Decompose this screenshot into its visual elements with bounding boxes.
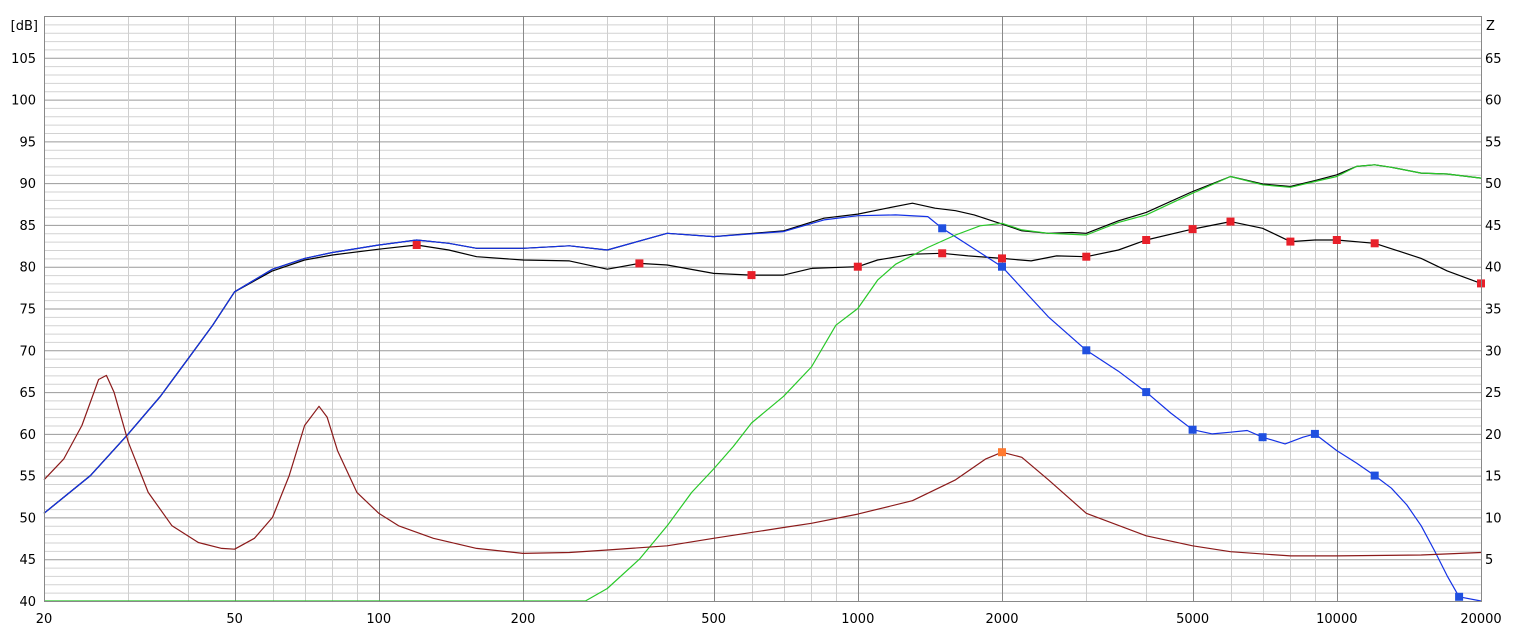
data-point-marker-sum-off-axis bbox=[412, 241, 421, 249]
data-point-marker-sum-off-axis bbox=[1142, 236, 1151, 244]
x-tick-label: 1000 bbox=[841, 612, 874, 627]
x-tick-label: 20000 bbox=[1460, 612, 1501, 627]
y-right-tick-label: 25 bbox=[1485, 386, 1502, 401]
y-right-tick-label: 50 bbox=[1485, 177, 1502, 192]
x-tick-label: 50 bbox=[226, 612, 243, 627]
y-right-tick-label: 65 bbox=[1485, 52, 1502, 67]
series-line-sum-off-axis bbox=[43, 221, 1482, 514]
y-left-tick-label: 90 bbox=[19, 177, 36, 192]
y-left-tick-label: 105 bbox=[11, 52, 36, 67]
data-point-marker-sum-off-axis bbox=[853, 262, 862, 271]
data-point-marker-woofer bbox=[1310, 429, 1319, 438]
y-right-tick-label: 60 bbox=[1485, 94, 1502, 109]
y-left-tick-label: 85 bbox=[19, 219, 36, 234]
y-right-tick-label: 15 bbox=[1485, 470, 1502, 485]
data-point-marker-sum-off-axis bbox=[1370, 239, 1379, 248]
x-tick-label: 5000 bbox=[1176, 612, 1209, 627]
series-line-woofer bbox=[43, 214, 1482, 602]
y-left-tick-label: 95 bbox=[19, 135, 36, 150]
x-tick-label: 2000 bbox=[985, 612, 1018, 627]
x-tick-label: 100 bbox=[366, 612, 391, 627]
data-point-marker-sum-off-axis bbox=[635, 259, 644, 268]
data-point-marker-woofer bbox=[1258, 433, 1267, 442]
y-left-tick-label: 40 bbox=[19, 595, 36, 610]
data-point-marker-sum-off-axis bbox=[1188, 225, 1197, 234]
data-point-marker-sum-off-axis bbox=[747, 271, 756, 280]
data-point-marker-sum-off-axis bbox=[1286, 237, 1295, 246]
y-left-tick-label: 55 bbox=[19, 470, 36, 485]
x-tick-label: 200 bbox=[511, 612, 536, 627]
series-line-impedance bbox=[43, 374, 1482, 557]
data-point-marker-woofer bbox=[938, 224, 947, 233]
data-point-marker-sum-off-axis bbox=[938, 249, 947, 258]
y-left-tick-label: 80 bbox=[19, 261, 36, 276]
data-point-marker-sum-off-axis bbox=[1332, 236, 1341, 244]
y-left-tick-label: 60 bbox=[19, 428, 36, 443]
y-left-tick-label: 70 bbox=[19, 344, 36, 359]
data-point-marker-woofer bbox=[1455, 592, 1464, 601]
x-tick-label: 20 bbox=[36, 612, 53, 627]
y-right-tick-label: 10 bbox=[1485, 511, 1502, 526]
data-point-marker-sum-off-axis bbox=[1082, 252, 1091, 261]
data-point-marker-woofer bbox=[1142, 388, 1151, 397]
data-point-marker-sum-off-axis bbox=[998, 254, 1006, 263]
y-left-tick-label: 100 bbox=[11, 94, 36, 109]
x-tick-label: 10000 bbox=[1316, 612, 1357, 627]
data-point-marker-woofer bbox=[1082, 346, 1091, 355]
y-right-axis-label: Z bbox=[1486, 19, 1495, 34]
y-left-tick-label: 75 bbox=[19, 303, 36, 318]
y-right-tick-label: 5 bbox=[1485, 553, 1493, 568]
y-right-tick-label: 40 bbox=[1485, 261, 1502, 276]
data-point-marker-impedance bbox=[998, 448, 1006, 457]
data-point-marker-woofer bbox=[1188, 425, 1197, 434]
y-right-tick-label: 35 bbox=[1485, 303, 1502, 318]
y-left-tick-label: 65 bbox=[19, 386, 36, 401]
data-point-marker-woofer bbox=[998, 262, 1006, 271]
data-point-marker-woofer bbox=[1370, 471, 1379, 480]
plot-area-border bbox=[44, 16, 1482, 602]
x-tick-label: 500 bbox=[701, 612, 726, 627]
y-right-tick-label: 30 bbox=[1485, 344, 1502, 359]
y-left-axis-label: [dB] bbox=[11, 19, 38, 34]
y-right-tick-label: 20 bbox=[1485, 428, 1502, 443]
y-left-tick-label: 45 bbox=[19, 553, 36, 568]
y-left-tick-label: 50 bbox=[19, 511, 36, 526]
series-line-tweeter bbox=[44, 164, 1482, 602]
data-point-marker-sum-off-axis bbox=[1226, 217, 1235, 226]
y-right-tick-label: 55 bbox=[1485, 135, 1502, 150]
y-right-tick-label: 45 bbox=[1485, 219, 1502, 234]
